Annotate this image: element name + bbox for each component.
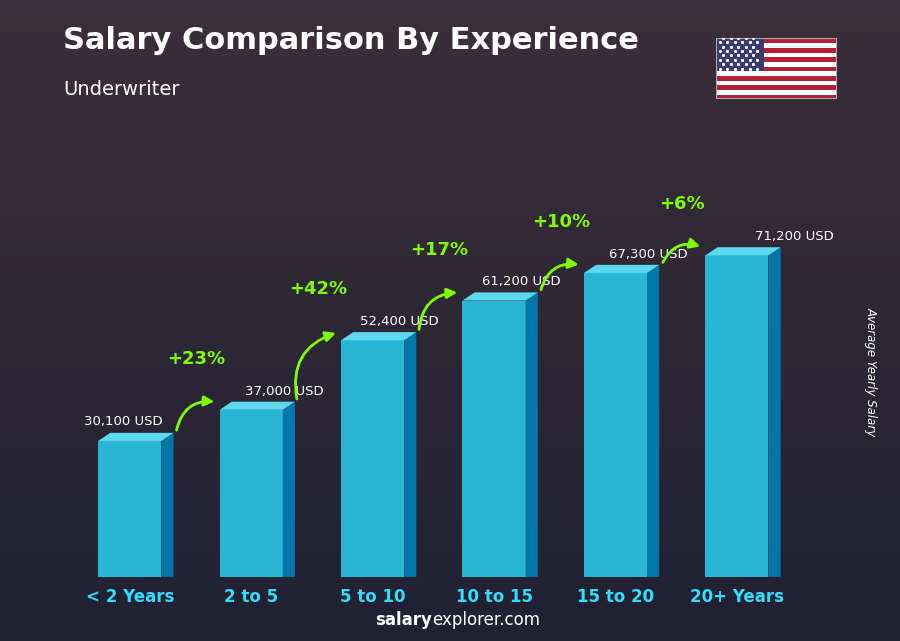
Polygon shape (404, 332, 417, 577)
Text: Salary Comparison By Experience: Salary Comparison By Experience (63, 26, 639, 54)
Text: +10%: +10% (532, 213, 590, 231)
Bar (220, 410, 283, 577)
Bar (716, 53, 837, 57)
Bar (716, 38, 764, 71)
Text: +42%: +42% (289, 280, 347, 298)
Bar (716, 90, 837, 95)
Bar (716, 62, 837, 67)
Text: 71,200 USD: 71,200 USD (755, 230, 834, 243)
Polygon shape (647, 265, 659, 577)
Bar (716, 43, 837, 48)
Bar (716, 81, 837, 85)
Text: explorer.com: explorer.com (432, 611, 540, 629)
Text: Underwriter: Underwriter (63, 80, 179, 99)
Text: 37,000 USD: 37,000 USD (245, 385, 324, 397)
Bar (716, 76, 837, 81)
Polygon shape (526, 292, 538, 577)
Bar (341, 340, 404, 577)
Polygon shape (463, 292, 538, 301)
Text: 30,100 USD: 30,100 USD (84, 415, 162, 428)
Text: 52,400 USD: 52,400 USD (361, 315, 439, 328)
Polygon shape (706, 247, 780, 255)
Text: +23%: +23% (167, 350, 226, 368)
Bar (716, 67, 837, 71)
Text: 67,300 USD: 67,300 USD (609, 248, 688, 261)
Text: +17%: +17% (410, 240, 469, 258)
Bar (716, 95, 837, 99)
Text: 61,200 USD: 61,200 USD (482, 276, 561, 288)
Bar (716, 48, 837, 53)
Bar (716, 38, 837, 43)
Text: +6%: +6% (660, 196, 705, 213)
Text: salary: salary (375, 611, 432, 629)
Polygon shape (161, 433, 174, 577)
Bar (716, 57, 837, 62)
Bar (706, 255, 769, 577)
Bar (716, 85, 837, 90)
Bar (584, 273, 647, 577)
Polygon shape (584, 265, 659, 273)
Polygon shape (769, 247, 780, 577)
Text: Average Yearly Salary: Average Yearly Salary (865, 307, 878, 437)
Bar (463, 301, 526, 577)
Polygon shape (283, 402, 295, 577)
Bar (716, 71, 837, 76)
Polygon shape (98, 433, 174, 441)
Polygon shape (341, 332, 417, 340)
Polygon shape (220, 402, 295, 410)
Bar (98, 441, 161, 577)
